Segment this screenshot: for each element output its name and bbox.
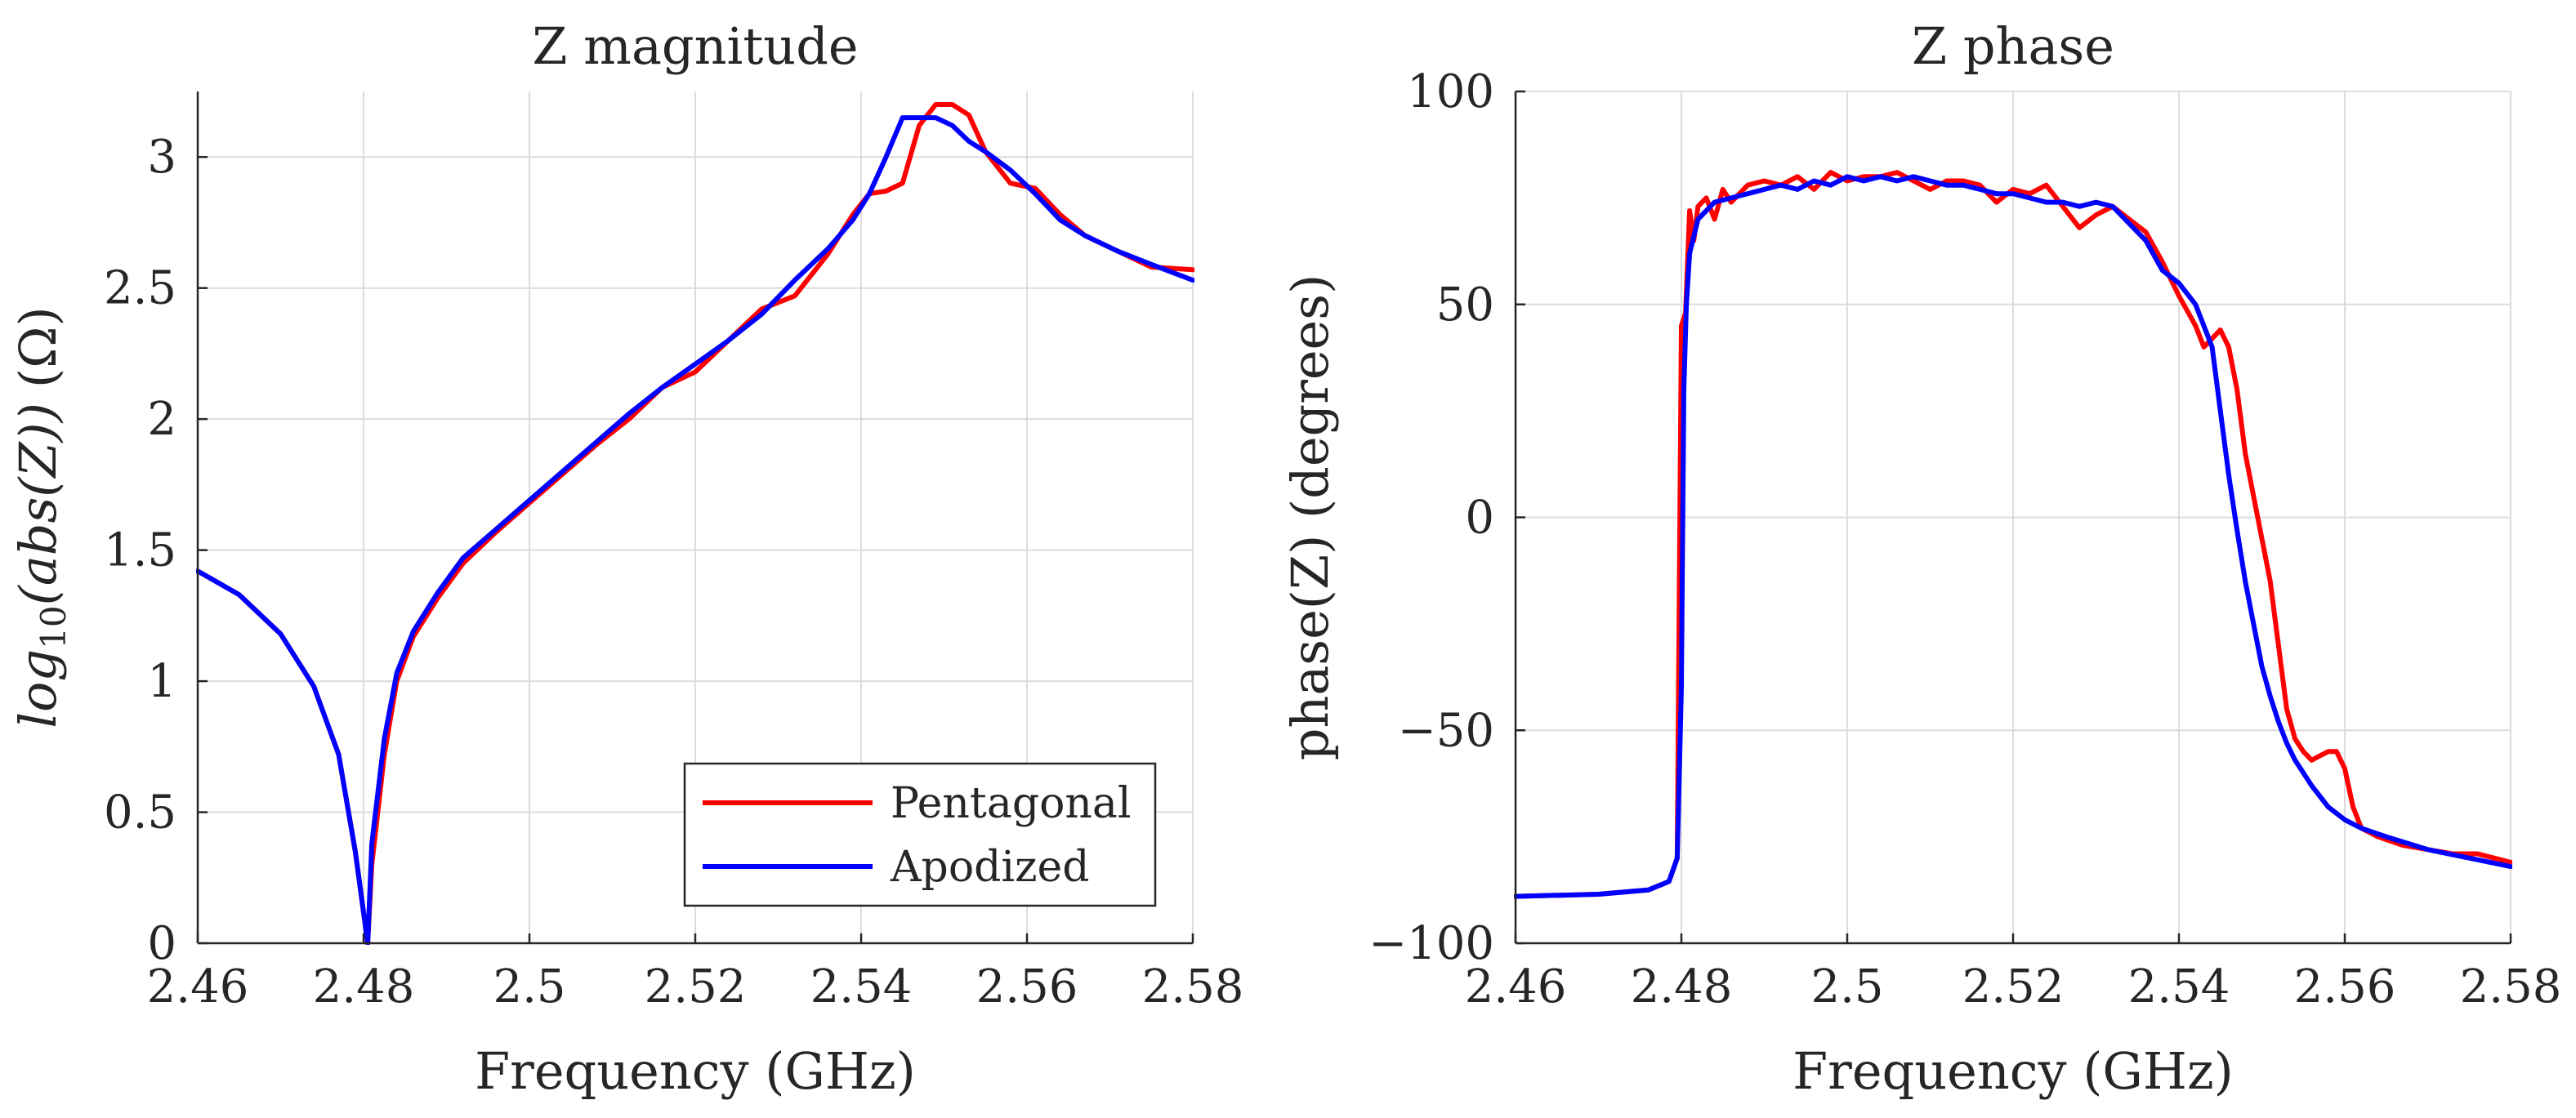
series-line-apodized [196, 115, 1194, 945]
y-tick-label: −100 [1368, 917, 1494, 970]
x-tick-label: 2.5 [1810, 960, 1883, 1013]
chart-title: Z magnitude [532, 16, 858, 76]
x-tick-label: 2.48 [313, 960, 415, 1013]
y-axis-label: log10(abs(Z)) (Ω) [8, 306, 74, 728]
y-label-arg: (abs(Z)) [8, 403, 68, 605]
y-label-sub: 10 [33, 605, 74, 648]
x-tick-label: 2.5 [493, 960, 565, 1013]
y-tick-label: 50 [1436, 278, 1494, 332]
y-tick-label: 100 [1407, 65, 1494, 118]
y-tick-label: 0.5 [104, 786, 176, 840]
y-tick-label: 3 [147, 131, 176, 184]
x-tick-label: 2.46 [147, 960, 249, 1013]
y-tick-label: 1 [147, 655, 176, 708]
y-tick-label: 2 [147, 393, 176, 446]
series-line-apodized [1514, 174, 2512, 899]
y-tick-label: 0 [147, 917, 176, 970]
y-label-func: log [8, 649, 68, 728]
y-label-unit: (Ω) [8, 306, 68, 388]
y-axis-label: phase(Z) (degrees) [1280, 274, 1340, 761]
y-tick-label: 0 [1465, 492, 1494, 545]
x-axis-label: Frequency (GHz) [1792, 1041, 2234, 1101]
x-tick-label: 2.48 [1631, 960, 1733, 1013]
legend-label-apodized: Apodized [890, 843, 1090, 892]
y-tick-label: −50 [1398, 704, 1494, 757]
x-tick-label: 2.56 [2294, 960, 2396, 1013]
legend-label-pentagonal: Pentagonal [891, 779, 1132, 828]
legend-box [683, 762, 1157, 907]
z-magnitude-chart: 2.46 2.48 2.5 2.52 2.54 2.56 2.58 0 0.5 1 1.5 2 2.5 3… [8, 16, 1243, 1101]
y-tick-label: 1.5 [104, 524, 176, 577]
x-tick-label: 2.58 [2460, 960, 2562, 1013]
x-tick-label: 2.54 [810, 960, 913, 1013]
x-tick-label: 2.58 [1142, 960, 1244, 1013]
chart-title: Z phase [1912, 16, 2114, 76]
y-tick-label: 2.5 [104, 262, 176, 315]
x-tick-label: 2.52 [645, 960, 747, 1013]
x-tick-label: 2.56 [976, 960, 1078, 1013]
z-phase-chart: 2.46 2.48 2.5 2.52 2.54 2.56 2.58 −100 −50 0 50 100… [1280, 16, 2561, 1101]
legend: Pentagonal Apodized [683, 762, 1157, 907]
x-tick-label: 2.52 [1962, 960, 2065, 1013]
series-line-pentagonal [1514, 170, 2512, 899]
x-tick-label: 2.46 [1465, 960, 1567, 1013]
x-tick-label: 2.54 [2128, 960, 2230, 1013]
x-axis-label: Frequency (GHz) [475, 1041, 916, 1101]
